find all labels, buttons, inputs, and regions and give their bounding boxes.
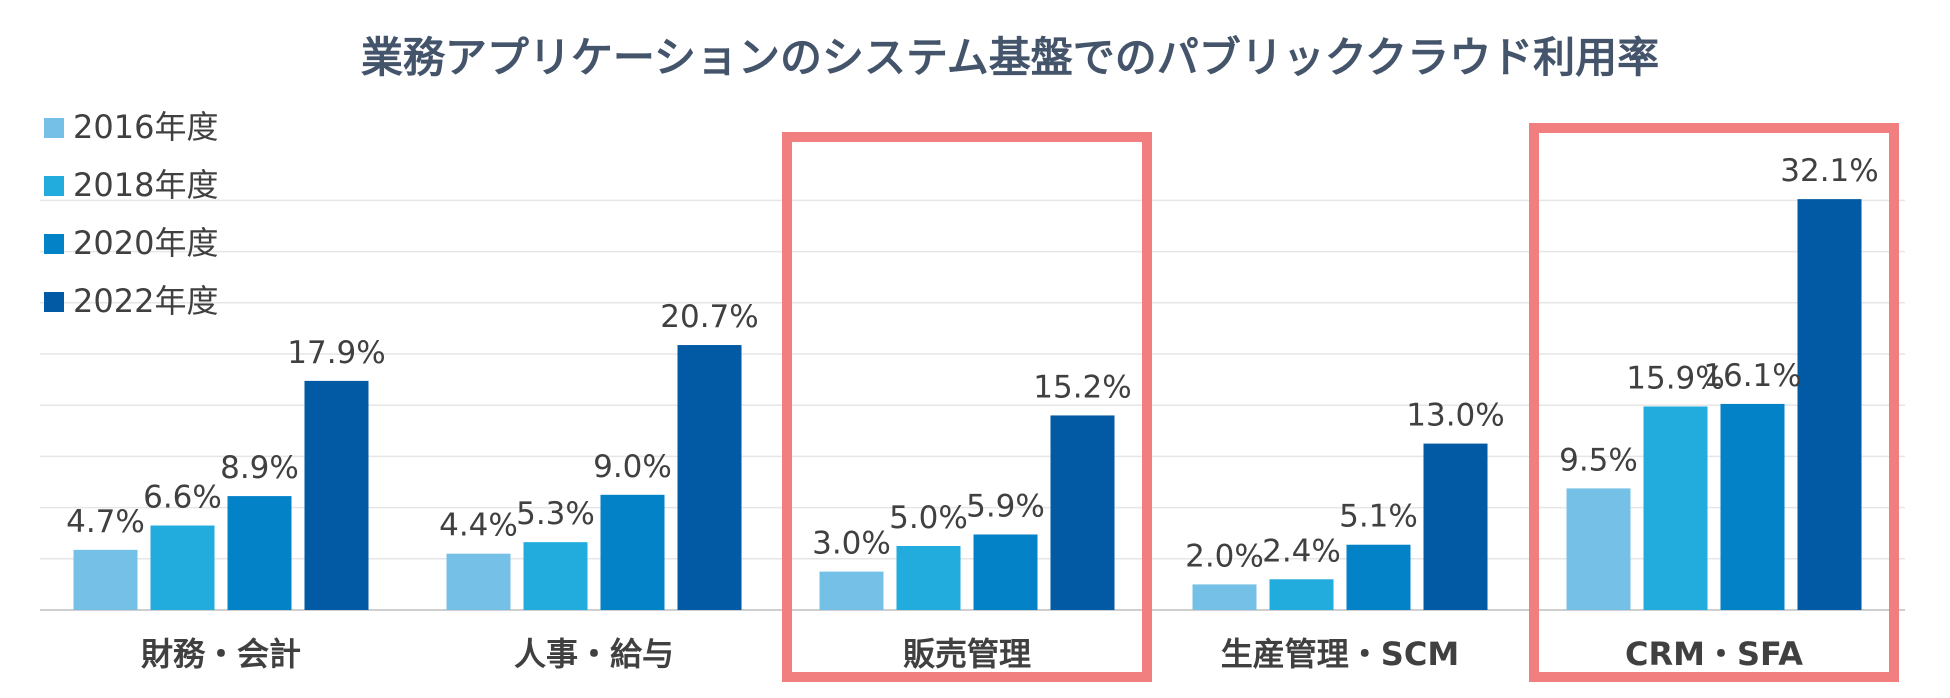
data-label: 5.1% bbox=[1339, 499, 1418, 535]
data-label: 8.9% bbox=[220, 450, 299, 486]
data-label: 16.1% bbox=[1703, 358, 1801, 394]
bar bbox=[304, 380, 369, 610]
data-label: 15.9% bbox=[1626, 360, 1724, 396]
data-label: 2.0% bbox=[1185, 538, 1264, 574]
bars bbox=[73, 199, 1862, 610]
bar bbox=[1050, 415, 1115, 610]
category-label: 財務・会計 bbox=[141, 635, 301, 673]
bar bbox=[973, 534, 1038, 610]
bar bbox=[819, 571, 884, 610]
bar bbox=[150, 525, 215, 610]
legend-label: 2022年度 bbox=[73, 282, 218, 320]
data-label: 3.0% bbox=[812, 526, 891, 562]
bar bbox=[1423, 443, 1488, 610]
data-label: 4.4% bbox=[439, 508, 518, 544]
data-label: 5.0% bbox=[889, 500, 968, 536]
bar bbox=[1346, 544, 1411, 610]
data-label: 2.4% bbox=[1262, 533, 1341, 569]
data-label: 9.5% bbox=[1559, 442, 1638, 478]
bar bbox=[600, 494, 665, 610]
bar bbox=[1797, 199, 1862, 610]
highlight-box bbox=[1529, 123, 1899, 682]
bar bbox=[523, 542, 588, 610]
data-labels: 4.7%6.6%8.9%17.9%4.4%5.3%9.0%20.7%3.0%5.… bbox=[66, 153, 1879, 574]
bar bbox=[1192, 584, 1257, 610]
data-label: 15.2% bbox=[1033, 369, 1131, 405]
highlight-boxes bbox=[782, 123, 1899, 682]
legend-label: 2020年度 bbox=[73, 224, 218, 262]
legend: 2016年度 2018年度 2020年度 2022年度 bbox=[44, 108, 218, 320]
category-labels: 財務・会計 人事・給与 販売管理 生産管理・SCM CRM・SFA bbox=[141, 635, 1803, 673]
bar bbox=[73, 549, 138, 610]
bar bbox=[1566, 488, 1631, 610]
data-label: 4.7% bbox=[66, 504, 145, 540]
data-label: 5.9% bbox=[966, 488, 1045, 524]
data-label: 17.9% bbox=[287, 335, 385, 371]
data-label: 6.6% bbox=[143, 480, 222, 516]
legend-swatch bbox=[44, 234, 64, 254]
legend-label: 2016年度 bbox=[73, 108, 218, 146]
data-label: 9.0% bbox=[593, 449, 672, 485]
chart-title: 業務アプリケーションのシステム基盤でのパブリッククラウド利用率 bbox=[361, 33, 1659, 82]
legend-swatch bbox=[44, 176, 64, 196]
category-label: 生産管理・SCM bbox=[1221, 635, 1459, 673]
data-label: 13.0% bbox=[1406, 398, 1504, 434]
bar bbox=[1720, 403, 1785, 610]
legend-label: 2018年度 bbox=[73, 166, 218, 204]
data-label: 32.1% bbox=[1780, 153, 1878, 189]
data-label: 20.7% bbox=[660, 299, 758, 335]
legend-swatch bbox=[44, 118, 64, 138]
category-label: 販売管理 bbox=[903, 635, 1031, 673]
bar bbox=[677, 345, 742, 610]
category-label: CRM・SFA bbox=[1625, 635, 1803, 673]
bar bbox=[227, 496, 292, 610]
bar bbox=[1643, 406, 1708, 610]
data-label: 5.3% bbox=[516, 496, 595, 532]
bar bbox=[1269, 579, 1334, 610]
legend-swatch bbox=[44, 292, 64, 312]
bar bbox=[446, 553, 511, 610]
category-label: 人事・給与 bbox=[514, 635, 674, 673]
highlight-box bbox=[782, 132, 1152, 682]
bar bbox=[896, 546, 961, 610]
